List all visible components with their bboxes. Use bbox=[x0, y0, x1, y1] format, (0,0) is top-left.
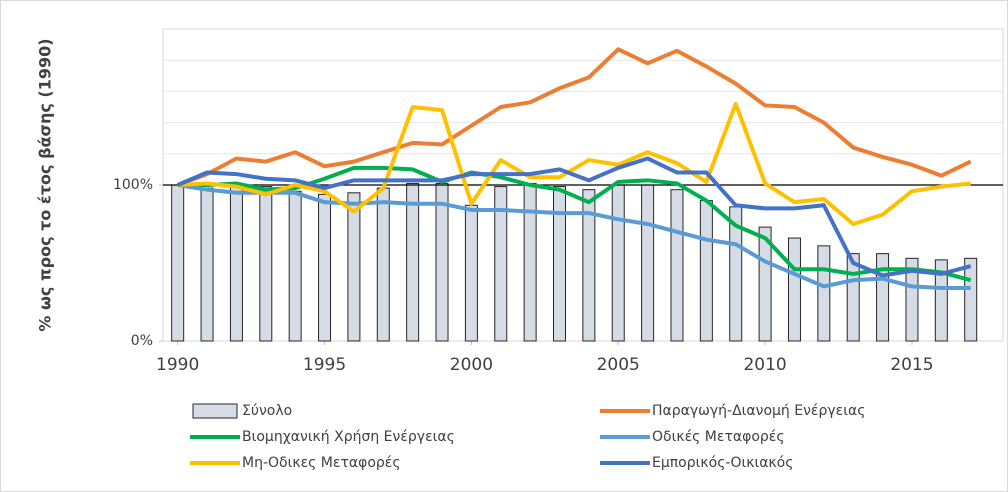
bar bbox=[523, 182, 537, 342]
line-series bbox=[176, 156, 972, 278]
bar bbox=[200, 187, 214, 342]
bar bbox=[611, 184, 625, 342]
legend-label: Μη-Οδικες Μεταφορές bbox=[242, 455, 401, 471]
bar bbox=[494, 186, 508, 342]
legend-swatch bbox=[192, 403, 238, 419]
legend-label: Βιομηχανική Χρήση Ενέργειας bbox=[242, 429, 455, 445]
bar bbox=[406, 182, 420, 342]
bar bbox=[376, 187, 390, 342]
bar bbox=[846, 253, 860, 342]
bar bbox=[964, 257, 978, 342]
bar bbox=[905, 257, 919, 342]
bar bbox=[758, 226, 772, 342]
bar bbox=[699, 200, 713, 342]
bar bbox=[288, 190, 302, 342]
bar bbox=[259, 186, 273, 342]
legend-label: Οδικές Μεταφορές bbox=[652, 429, 785, 445]
y-axis-label: % ως προς το έτος βάσης (1990) bbox=[36, 38, 55, 331]
bar bbox=[817, 245, 831, 342]
legend-label: Σύνολο bbox=[242, 403, 292, 419]
x-tick-label: 2000 bbox=[450, 355, 493, 375]
bar bbox=[641, 184, 655, 342]
line-series bbox=[177, 101, 971, 226]
bar bbox=[229, 184, 243, 342]
legend-label: Εμπορικός-Οικιακός bbox=[652, 455, 793, 471]
bar bbox=[464, 204, 478, 342]
x-tick-label: 1990 bbox=[156, 355, 199, 375]
line-series bbox=[177, 183, 971, 290]
bar bbox=[435, 182, 449, 342]
line-series bbox=[176, 47, 972, 187]
y-tick-label: 0% bbox=[131, 333, 153, 349]
x-tick-label: 2015 bbox=[890, 355, 933, 375]
bar bbox=[318, 193, 332, 342]
bar bbox=[553, 186, 567, 342]
y-tick-label: 100% bbox=[113, 177, 153, 193]
bar bbox=[582, 189, 596, 342]
bar bbox=[934, 259, 948, 342]
x-tick-label: 1995 bbox=[303, 355, 346, 375]
legend-label: Παραγωγή-Διανομή Ενέργειας bbox=[652, 403, 865, 419]
x-tick-label: 2005 bbox=[597, 355, 640, 375]
bar bbox=[670, 189, 684, 342]
x-tick-label: 2010 bbox=[743, 355, 786, 375]
bar bbox=[787, 237, 801, 342]
bar bbox=[171, 184, 185, 342]
bar bbox=[876, 253, 890, 342]
bar bbox=[347, 192, 361, 342]
